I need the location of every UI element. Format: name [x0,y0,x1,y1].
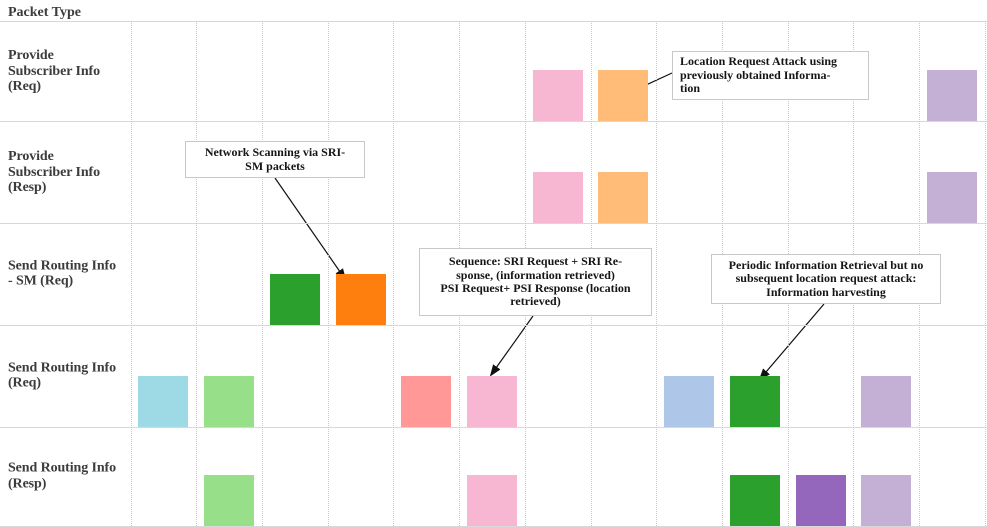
row-separator-line [0,223,987,224]
packet-event-box-salmon [401,375,452,427]
row-separator-line [0,426,987,428]
packet-event-box-pink [466,375,517,427]
packet-event-box-light-purple [861,375,912,427]
network-scanning-annotation: Network Scanning via SRI- SM packets [185,141,365,178]
row-separator-line [0,324,987,326]
packet-event-box-light-purple [927,172,977,223]
packet-event-box-cyan [138,375,189,427]
packet-event-box-light-green [204,375,255,427]
row-label: Provide Subscriber Info (Resp) [8,148,100,195]
packet-event-box-periwinkle [664,375,715,427]
packet-event-box-light-purple [927,70,977,122]
packet-event-box-green [729,475,780,526]
x-gridline [984,21,986,526]
periodic-information-retrieval-annotation: Periodic Information Retrieval but no su… [711,254,941,304]
location-request-attack-annotation: Location Request Attack using previously… [672,51,869,100]
x-gridline [393,21,395,526]
annotation-arrow [758,303,825,381]
packet-event-box-pink [466,475,517,526]
annotation-arrow [274,177,347,281]
header-separator-line [0,21,987,22]
x-gridline [327,21,329,526]
row-label: Send Routing Info (Req) [8,360,117,391]
packet-event-box-pink [532,70,583,122]
packet-event-box-light-orange [598,172,649,223]
packet-event-box-light-purple [861,475,912,526]
x-gridline [196,21,198,526]
row-label: Send Routing Info - SM (Req) [8,258,117,289]
row-label: Provide Subscriber Info (Req) [8,47,100,94]
x-gridline [656,21,658,526]
row-label: Send Routing Info (Resp) [8,460,117,492]
packet-event-box-pink [532,172,583,223]
packet-event-box-green [729,375,780,427]
packet-event-box-orange [335,273,386,325]
sequence-annotation: Sequence: SRI Request + SRI Re- sponse, … [419,248,652,316]
packet-event-box-green [269,273,320,325]
packet-event-box-purple [795,475,846,526]
x-gridline [130,21,132,526]
x-gridline [261,21,263,526]
packet-event-box-light-orange [598,70,649,122]
y-axis-title: Packet Type [8,5,81,20]
packet-event-box-light-green [204,475,255,526]
row-separator-line [0,121,987,123]
